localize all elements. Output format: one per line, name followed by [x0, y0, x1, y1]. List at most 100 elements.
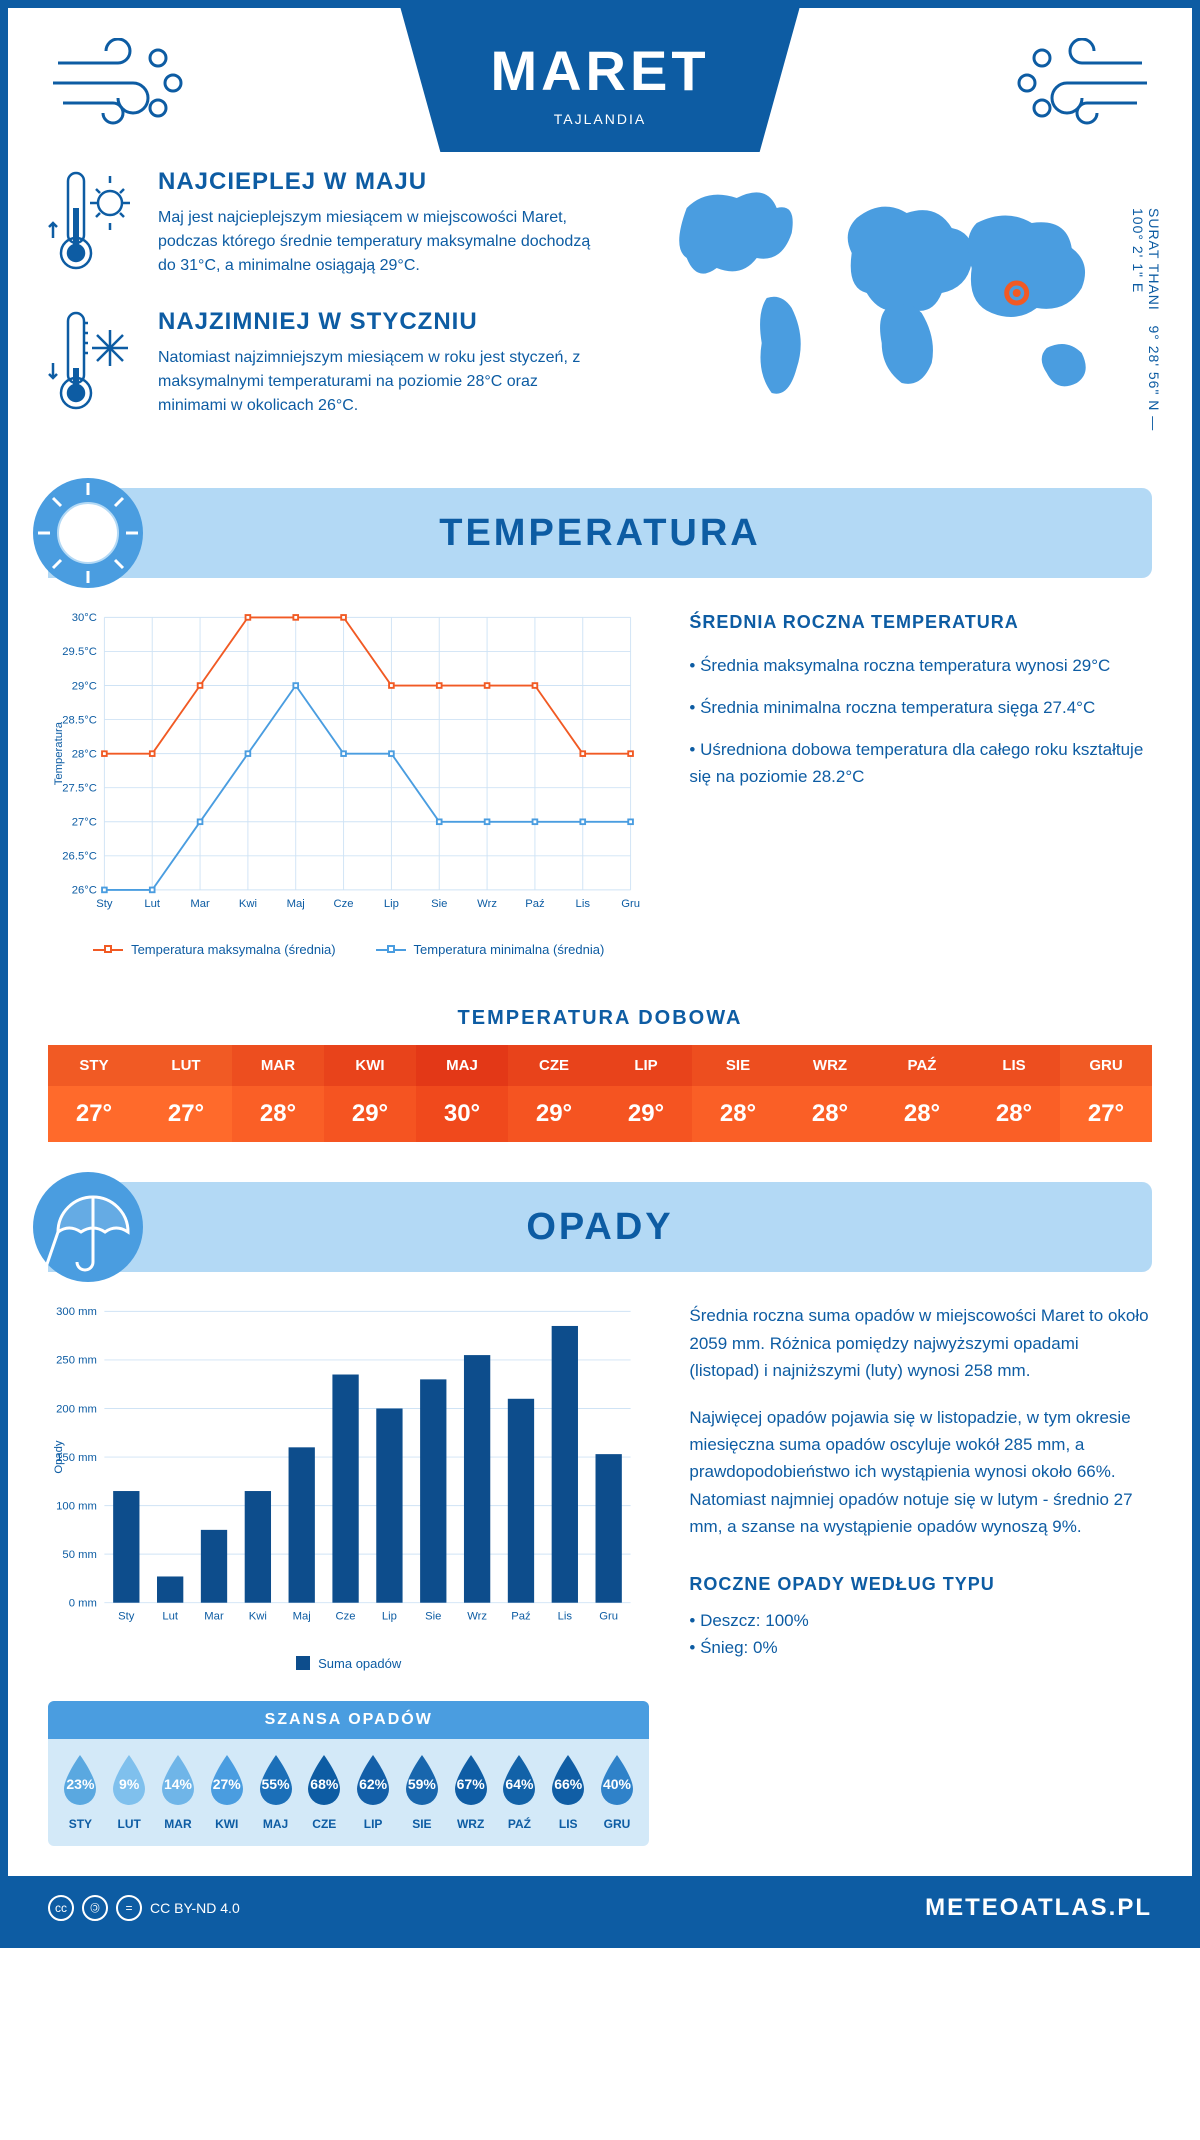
svg-text:200 mm: 200 mm	[56, 1404, 97, 1416]
svg-text:Wrz: Wrz	[477, 898, 497, 910]
svg-text:0 mm: 0 mm	[69, 1598, 97, 1610]
precip-paragraph: Najwięcej opadów pojawia się w listopadz…	[689, 1404, 1152, 1540]
svg-text:Kwi: Kwi	[239, 898, 257, 910]
svg-text:Lut: Lut	[162, 1611, 179, 1623]
svg-text:Cze: Cze	[334, 898, 354, 910]
cc-icon: cc	[48, 1895, 74, 1921]
temp-table-cell: WRZ28°	[784, 1045, 876, 1142]
license-text: CC BY-ND 4.0	[150, 1900, 240, 1916]
temp-bullet: • Średnia minimalna roczna temperatura s…	[689, 694, 1152, 721]
svg-text:28°C: 28°C	[72, 748, 97, 760]
svg-text:26°C: 26°C	[72, 885, 97, 897]
title-banner: MARET TAJLANDIA	[400, 8, 799, 152]
temp-table-cell: PAŹ28°	[876, 1045, 968, 1142]
precipitation-side-info: Średnia roczna suma opadów w miejscowośc…	[689, 1302, 1152, 1845]
rain-chance-cell: 64% PAŹ	[495, 1751, 544, 1831]
precipitation-bar-chart: 0 mm50 mm100 mm150 mm200 mm250 mm300 mmS…	[48, 1302, 649, 1640]
svg-text:Temperatura: Temperatura	[53, 721, 65, 785]
thermometer-hot-icon	[48, 168, 138, 278]
svg-text:Wrz: Wrz	[467, 1611, 487, 1623]
svg-text:300 mm: 300 mm	[56, 1307, 97, 1319]
rain-chance-cell: 55% MAJ	[251, 1751, 300, 1831]
svg-text:Lut: Lut	[144, 898, 161, 910]
wind-icon-right	[1012, 38, 1152, 128]
precip-type-bullet: • Śnieg: 0%	[689, 1634, 1152, 1661]
svg-text:Maj: Maj	[293, 1611, 311, 1623]
temp-table-cell: SIE28°	[692, 1045, 784, 1142]
rain-chance-cell: 27% KWI	[202, 1751, 251, 1831]
coldest-block: NAJZIMNIEJ W STYCZNIU Natomiast najzimni…	[48, 308, 611, 418]
rain-chance-cell: 9% LUT	[105, 1751, 154, 1831]
svg-text:100 mm: 100 mm	[56, 1501, 97, 1513]
temp-table-cell: LIS28°	[968, 1045, 1060, 1142]
svg-text:27.5°C: 27.5°C	[62, 782, 97, 794]
temp-table-cell: GRU27°	[1060, 1045, 1152, 1142]
legend-item: Temperatura minimalna (średnia)	[376, 942, 605, 957]
location-title: MARET	[490, 38, 709, 103]
svg-text:250 mm: 250 mm	[56, 1355, 97, 1367]
rain-chance-cell: 40% GRU	[593, 1751, 642, 1831]
svg-text:Lis: Lis	[558, 1611, 573, 1623]
intro-section: NAJCIEPLEJ W MAJU Maj jest najcieplejszy…	[8, 148, 1192, 488]
site-name: METEOATLAS.PL	[925, 1894, 1152, 1922]
warmest-title: NAJCIEPLEJ W MAJU	[158, 168, 611, 196]
svg-text:50 mm: 50 mm	[62, 1549, 96, 1561]
temperature-legend: Temperatura maksymalna (średnia) Temperat…	[48, 942, 649, 957]
precip-type-title: ROCZNE OPADY WEDŁUG TYPU	[689, 1570, 1152, 1599]
page-header: MARET TAJLANDIA	[8, 8, 1192, 148]
rain-chance-cell: 59% SIE	[397, 1751, 446, 1831]
precipitation-section-header: OPADY	[48, 1182, 1152, 1272]
umbrella-icon	[28, 1167, 148, 1287]
svg-text:Sie: Sie	[425, 1611, 441, 1623]
rain-chance-cell: 14% MAR	[154, 1751, 203, 1831]
temp-table-cell: CZE29°	[508, 1045, 600, 1142]
world-map	[641, 168, 1152, 428]
rain-chance-cell: 62% LIP	[349, 1751, 398, 1831]
precip-type-bullet: • Deszcz: 100%	[689, 1607, 1152, 1634]
svg-text:30°C: 30°C	[72, 612, 97, 624]
wind-icon-left	[48, 38, 188, 128]
temp-table-cell: LIP29°	[600, 1045, 692, 1142]
warmest-text: Maj jest najcieplejszym miesiącem w miej…	[158, 206, 611, 278]
rain-chance-table: SZANSA OPADÓW 23% STY 9% LUT 14% MAR 27%…	[48, 1701, 649, 1846]
svg-text:Lip: Lip	[382, 1611, 397, 1623]
precipitation-body: 0 mm50 mm100 mm150 mm200 mm250 mm300 mmS…	[8, 1272, 1192, 1875]
temperature-body: 26°C26.5°C27°C27.5°C28°C28.5°C29°C29.5°C…	[8, 578, 1192, 987]
temp-bullet: • Średnia maksymalna roczna temperatura …	[689, 652, 1152, 679]
svg-text:27°C: 27°C	[72, 817, 97, 829]
svg-text:Gru: Gru	[599, 1611, 618, 1623]
rain-chance-title: SZANSA OPADÓW	[48, 1701, 649, 1739]
temp-table-cell: MAR28°	[232, 1045, 324, 1142]
svg-text:29.5°C: 29.5°C	[62, 646, 97, 658]
temp-table-cell: LUT27°	[140, 1045, 232, 1142]
rain-chance-cell: 68% CZE	[300, 1751, 349, 1831]
precipitation-legend: Suma opadów	[48, 1656, 649, 1671]
rain-chance-cell: 23% STY	[56, 1751, 105, 1831]
coldest-text: Natomiast najzimniejszym miesiącem w rok…	[158, 346, 611, 418]
temperature-section-header: TEMPERATURA	[48, 488, 1152, 578]
rain-chance-cell: 66% LIS	[544, 1751, 593, 1831]
daily-temp-title: TEMPERATURA DOBOWA	[8, 1007, 1192, 1030]
svg-text:Cze: Cze	[336, 1611, 356, 1623]
temp-bullet: • Uśredniona dobowa temperatura dla całe…	[689, 736, 1152, 790]
svg-text:Sty: Sty	[118, 1611, 135, 1623]
temperature-side-info: ŚREDNIA ROCZNA TEMPERATURA • Średnia mak…	[689, 608, 1152, 957]
svg-text:Maj: Maj	[287, 898, 305, 910]
svg-text:Sie: Sie	[431, 898, 447, 910]
temp-table-cell: STY27°	[48, 1045, 140, 1142]
legend-item: Temperatura maksymalna (średnia)	[93, 942, 335, 957]
svg-text:Lip: Lip	[384, 898, 399, 910]
temp-table-cell: KWI29°	[324, 1045, 416, 1142]
svg-text:Mar: Mar	[204, 1611, 224, 1623]
svg-text:Mar: Mar	[190, 898, 210, 910]
license-block: cc 🄯 = CC BY-ND 4.0	[48, 1895, 240, 1921]
svg-text:26.5°C: 26.5°C	[62, 851, 97, 863]
coldest-title: NAJZIMNIEJ W STYCZNIU	[158, 308, 611, 336]
avg-temp-title: ŚREDNIA ROCZNA TEMPERATURA	[689, 608, 1152, 637]
sun-icon	[28, 473, 148, 593]
rain-chance-cell: 67% WRZ	[446, 1751, 495, 1831]
svg-text:Kwi: Kwi	[249, 1611, 267, 1623]
thermometer-cold-icon	[48, 308, 138, 418]
precipitation-title: OPADY	[88, 1206, 1112, 1249]
svg-text:Sty: Sty	[96, 898, 113, 910]
